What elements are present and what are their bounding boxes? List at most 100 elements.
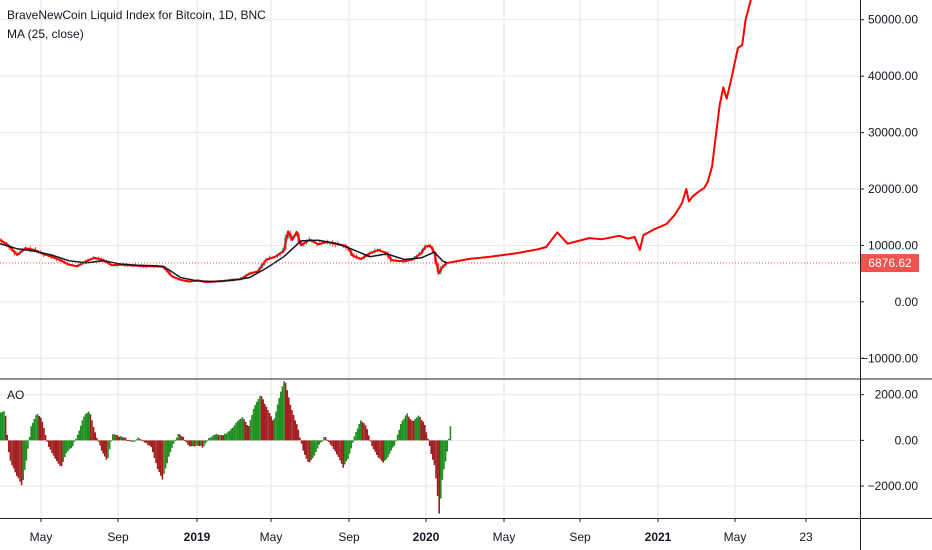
ao-bar xyxy=(91,420,93,441)
ao-bar xyxy=(140,439,143,441)
ao-bar xyxy=(400,424,402,441)
ma-line[interactable] xyxy=(0,239,448,283)
ao-bar xyxy=(9,440,12,461)
ao-bar xyxy=(289,404,292,441)
ao-bar xyxy=(411,420,413,441)
ao-bar xyxy=(406,413,408,441)
ao-bar xyxy=(49,440,52,450)
ao-bar xyxy=(324,437,327,441)
ao-bar xyxy=(176,437,178,441)
ao-bar xyxy=(144,440,146,443)
ao-bar xyxy=(427,438,429,441)
ao-tick-label: 0.00 xyxy=(895,433,919,447)
ao-bar xyxy=(377,440,380,458)
ao-bar xyxy=(268,413,271,441)
ao-indicator-label: AO xyxy=(7,388,25,402)
ao-bar xyxy=(64,440,66,458)
ao-bar xyxy=(179,434,181,441)
ao-bar xyxy=(182,436,184,441)
ao-bar xyxy=(180,436,183,441)
price-line[interactable] xyxy=(0,0,752,284)
ao-bar xyxy=(40,417,42,441)
ao-bar xyxy=(380,440,383,461)
current-price-badge-bg xyxy=(861,254,919,273)
time-tick-label: Sep xyxy=(569,530,591,544)
ao-bar xyxy=(408,416,410,441)
ao-bar xyxy=(51,440,53,453)
ao-bar xyxy=(230,428,232,441)
ao-bar xyxy=(281,386,284,441)
ao-bar xyxy=(273,418,276,441)
ao-bar xyxy=(184,439,186,441)
ao-bar xyxy=(360,420,362,441)
ao-y-axis[interactable]: 2000.00 0.00 −2000.00 xyxy=(860,388,918,493)
ao-bar xyxy=(352,440,354,443)
ao-bar xyxy=(430,440,432,454)
ao-bar xyxy=(256,401,258,441)
price-pane[interactable] xyxy=(0,0,860,284)
ao-bar xyxy=(428,440,431,447)
ao-bar xyxy=(80,425,82,441)
price-tick-label: 40000.00 xyxy=(868,69,918,83)
ao-bar xyxy=(20,440,23,486)
ao-bar xyxy=(14,440,16,473)
ao-bar xyxy=(192,440,194,447)
ao-bar xyxy=(108,440,111,450)
ao-bar xyxy=(446,440,448,452)
ao-bar xyxy=(275,411,277,441)
ao-bar xyxy=(342,440,344,468)
ao-bar xyxy=(73,440,76,442)
ao-bar xyxy=(32,422,34,441)
ao-bar xyxy=(326,439,328,441)
ao-bar xyxy=(177,434,180,441)
ao-bar xyxy=(216,433,218,441)
price-tick-label: 20000.00 xyxy=(868,182,918,196)
ao-bar xyxy=(96,437,98,441)
time-x-axis[interactable]: May Sep 2019 May Sep 2020 May Sep 2021 May 23 xyxy=(30,518,813,544)
ao-bar xyxy=(286,390,288,441)
ao-bar xyxy=(294,420,296,441)
price-y-axis[interactable]: 50000.00 40000.00 30000.00 20000.00 10000.00… xyxy=(860,13,918,366)
ao-bar xyxy=(232,427,234,441)
time-tick-label: Sep xyxy=(107,530,129,544)
ao-bar xyxy=(4,415,7,441)
ao-bar xyxy=(38,416,40,441)
ao-bar xyxy=(320,440,322,443)
ao-bar xyxy=(420,420,423,441)
ao-bar xyxy=(145,440,148,444)
ao-bar xyxy=(336,440,338,455)
ao-bar xyxy=(345,440,348,462)
ao-bar xyxy=(43,428,45,441)
ao-bar xyxy=(115,434,117,441)
ao-bar xyxy=(401,420,404,441)
ao-bar xyxy=(246,425,248,441)
ao-bar xyxy=(363,423,365,441)
ao-bar xyxy=(124,437,127,441)
ao-bar xyxy=(368,435,370,441)
ao-tick-label: −2000.00 xyxy=(868,479,919,493)
ao-bar xyxy=(329,440,332,445)
ao-bar xyxy=(403,418,405,441)
ao-bar xyxy=(65,440,68,454)
ao-pane[interactable] xyxy=(0,381,452,514)
ao-bar xyxy=(312,440,314,459)
ao-bar xyxy=(204,440,207,444)
ao-bar xyxy=(316,440,319,449)
ao-bar xyxy=(33,419,36,441)
ao-bar xyxy=(249,419,252,441)
ao-bar xyxy=(12,440,15,469)
ao-bar xyxy=(392,440,394,448)
price-tick-label: 30000.00 xyxy=(868,126,918,140)
ao-bar xyxy=(89,414,92,441)
ao-bar xyxy=(44,435,47,441)
ao-bar xyxy=(72,440,74,447)
ao-bar xyxy=(150,440,152,448)
ao-bar xyxy=(75,438,77,441)
ao-bar xyxy=(366,429,368,441)
ao-bar xyxy=(288,397,290,441)
ao-bar xyxy=(123,437,125,441)
ao-bar xyxy=(440,440,442,499)
ao-bar xyxy=(384,440,386,461)
ao-bar xyxy=(30,426,32,441)
